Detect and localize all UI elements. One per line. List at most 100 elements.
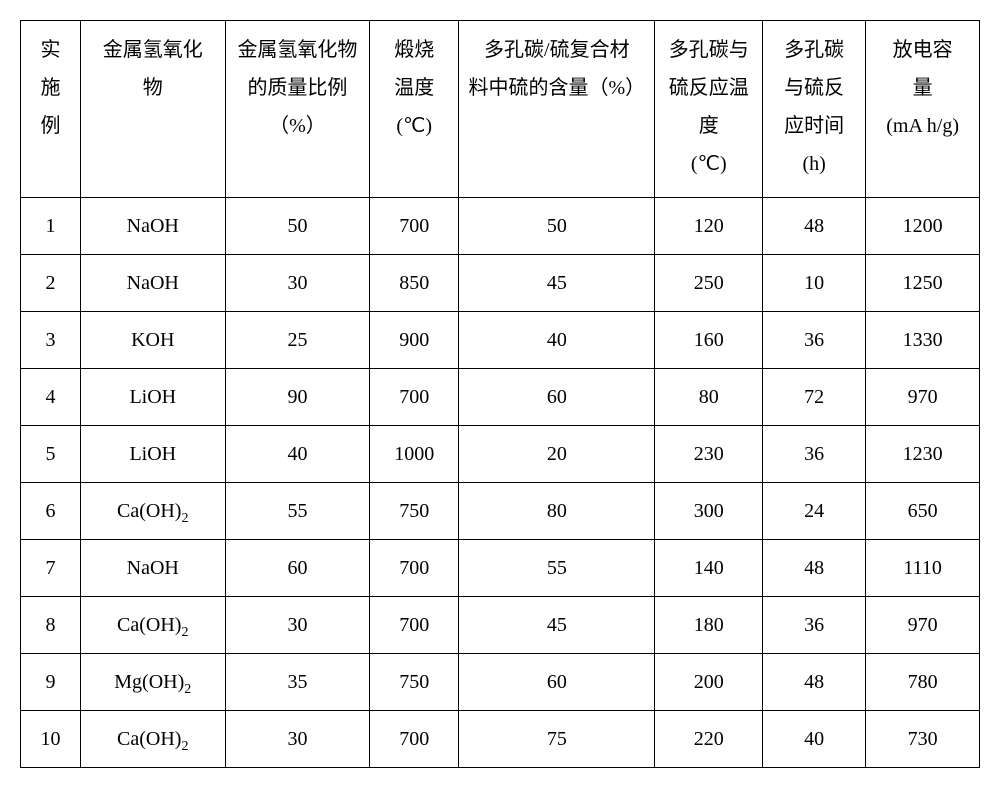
table-row: 5LiOH40100020230361230 — [21, 426, 980, 483]
col-header-6: 多孔碳与硫反应时间(h) — [762, 21, 865, 198]
col-header-0: 实施例 — [21, 21, 81, 198]
experiment-table: 实施例金属氢氧化物金属氢氧化物的质量比例（%）煅烧温度(℃)多孔碳/硫复合材料中… — [20, 20, 980, 768]
cell-r8-c3: 750 — [370, 654, 459, 711]
table-row: 8Ca(OH)2307004518036970 — [21, 597, 980, 654]
cell-r2-c4: 40 — [459, 312, 655, 369]
cell-r9-c1: Ca(OH)2 — [80, 711, 225, 768]
cell-r9-c6: 40 — [762, 711, 865, 768]
cell-r9-c0: 10 — [21, 711, 81, 768]
cell-r4-c1: LiOH — [80, 426, 225, 483]
col-header-2: 金属氢氧化物的质量比例（%） — [225, 21, 370, 198]
cell-r6-c4: 55 — [459, 540, 655, 597]
cell-r4-c7: 1230 — [866, 426, 980, 483]
cell-r7-c1: Ca(OH)2 — [80, 597, 225, 654]
cell-r0-c7: 1200 — [866, 198, 980, 255]
cell-r4-c4: 20 — [459, 426, 655, 483]
cell-r2-c0: 3 — [21, 312, 81, 369]
cell-r3-c3: 700 — [370, 369, 459, 426]
cell-r1-c2: 30 — [225, 255, 370, 312]
cell-r7-c4: 45 — [459, 597, 655, 654]
table-body: 1NaOH50700501204812002NaOH30850452501012… — [21, 198, 980, 768]
cell-r1-c0: 2 — [21, 255, 81, 312]
cell-r8-c6: 48 — [762, 654, 865, 711]
cell-r3-c5: 80 — [655, 369, 762, 426]
cell-r0-c1: NaOH — [80, 198, 225, 255]
cell-r3-c0: 4 — [21, 369, 81, 426]
cell-r9-c7: 730 — [866, 711, 980, 768]
cell-r4-c5: 230 — [655, 426, 762, 483]
cell-r6-c7: 1110 — [866, 540, 980, 597]
table-row: 6Ca(OH)2557508030024650 — [21, 483, 980, 540]
cell-r7-c5: 180 — [655, 597, 762, 654]
cell-r4-c6: 36 — [762, 426, 865, 483]
cell-r1-c4: 45 — [459, 255, 655, 312]
table-row: 4LiOH90700608072970 — [21, 369, 980, 426]
cell-r7-c7: 970 — [866, 597, 980, 654]
table-header: 实施例金属氢氧化物金属氢氧化物的质量比例（%）煅烧温度(℃)多孔碳/硫复合材料中… — [21, 21, 980, 198]
cell-r3-c4: 60 — [459, 369, 655, 426]
table-row: 3KOH2590040160361330 — [21, 312, 980, 369]
cell-r6-c5: 140 — [655, 540, 762, 597]
cell-r4-c0: 5 — [21, 426, 81, 483]
cell-r7-c3: 700 — [370, 597, 459, 654]
col-header-3: 煅烧温度(℃) — [370, 21, 459, 198]
table-row: 1NaOH5070050120481200 — [21, 198, 980, 255]
cell-r0-c6: 48 — [762, 198, 865, 255]
cell-r8-c7: 780 — [866, 654, 980, 711]
table-row: 7NaOH6070055140481110 — [21, 540, 980, 597]
cell-r0-c0: 1 — [21, 198, 81, 255]
cell-r6-c0: 7 — [21, 540, 81, 597]
cell-r7-c0: 8 — [21, 597, 81, 654]
cell-r5-c4: 80 — [459, 483, 655, 540]
cell-r3-c7: 970 — [866, 369, 980, 426]
cell-r1-c5: 250 — [655, 255, 762, 312]
cell-r8-c5: 200 — [655, 654, 762, 711]
cell-r1-c3: 850 — [370, 255, 459, 312]
cell-r3-c1: LiOH — [80, 369, 225, 426]
cell-r1-c1: NaOH — [80, 255, 225, 312]
cell-r2-c2: 25 — [225, 312, 370, 369]
cell-r9-c5: 220 — [655, 711, 762, 768]
cell-r8-c0: 9 — [21, 654, 81, 711]
cell-r5-c7: 650 — [866, 483, 980, 540]
cell-r8-c2: 35 — [225, 654, 370, 711]
cell-r5-c3: 750 — [370, 483, 459, 540]
cell-r6-c2: 60 — [225, 540, 370, 597]
cell-r3-c6: 72 — [762, 369, 865, 426]
cell-r9-c4: 75 — [459, 711, 655, 768]
header-row: 实施例金属氢氧化物金属氢氧化物的质量比例（%）煅烧温度(℃)多孔碳/硫复合材料中… — [21, 21, 980, 198]
cell-r5-c0: 6 — [21, 483, 81, 540]
cell-r5-c5: 300 — [655, 483, 762, 540]
cell-r2-c1: KOH — [80, 312, 225, 369]
cell-r2-c7: 1330 — [866, 312, 980, 369]
cell-r7-c6: 36 — [762, 597, 865, 654]
cell-r0-c3: 700 — [370, 198, 459, 255]
cell-r6-c1: NaOH — [80, 540, 225, 597]
cell-r2-c5: 160 — [655, 312, 762, 369]
cell-r0-c5: 120 — [655, 198, 762, 255]
cell-r4-c2: 40 — [225, 426, 370, 483]
cell-r0-c4: 50 — [459, 198, 655, 255]
cell-r2-c6: 36 — [762, 312, 865, 369]
table-row: 10Ca(OH)2307007522040730 — [21, 711, 980, 768]
cell-r7-c2: 30 — [225, 597, 370, 654]
cell-r5-c2: 55 — [225, 483, 370, 540]
cell-r0-c2: 50 — [225, 198, 370, 255]
col-header-4: 多孔碳/硫复合材料中硫的含量（%） — [459, 21, 655, 198]
table-row: 9Mg(OH)2357506020048780 — [21, 654, 980, 711]
cell-r5-c1: Ca(OH)2 — [80, 483, 225, 540]
col-header-7: 放电容量(mA h/g) — [866, 21, 980, 198]
cell-r1-c7: 1250 — [866, 255, 980, 312]
cell-r8-c4: 60 — [459, 654, 655, 711]
cell-r1-c6: 10 — [762, 255, 865, 312]
col-header-5: 多孔碳与硫反应温度(℃) — [655, 21, 762, 198]
table-row: 2NaOH3085045250101250 — [21, 255, 980, 312]
cell-r6-c6: 48 — [762, 540, 865, 597]
cell-r3-c2: 90 — [225, 369, 370, 426]
cell-r2-c3: 900 — [370, 312, 459, 369]
cell-r6-c3: 700 — [370, 540, 459, 597]
cell-r4-c3: 1000 — [370, 426, 459, 483]
cell-r9-c2: 30 — [225, 711, 370, 768]
cell-r9-c3: 700 — [370, 711, 459, 768]
cell-r5-c6: 24 — [762, 483, 865, 540]
